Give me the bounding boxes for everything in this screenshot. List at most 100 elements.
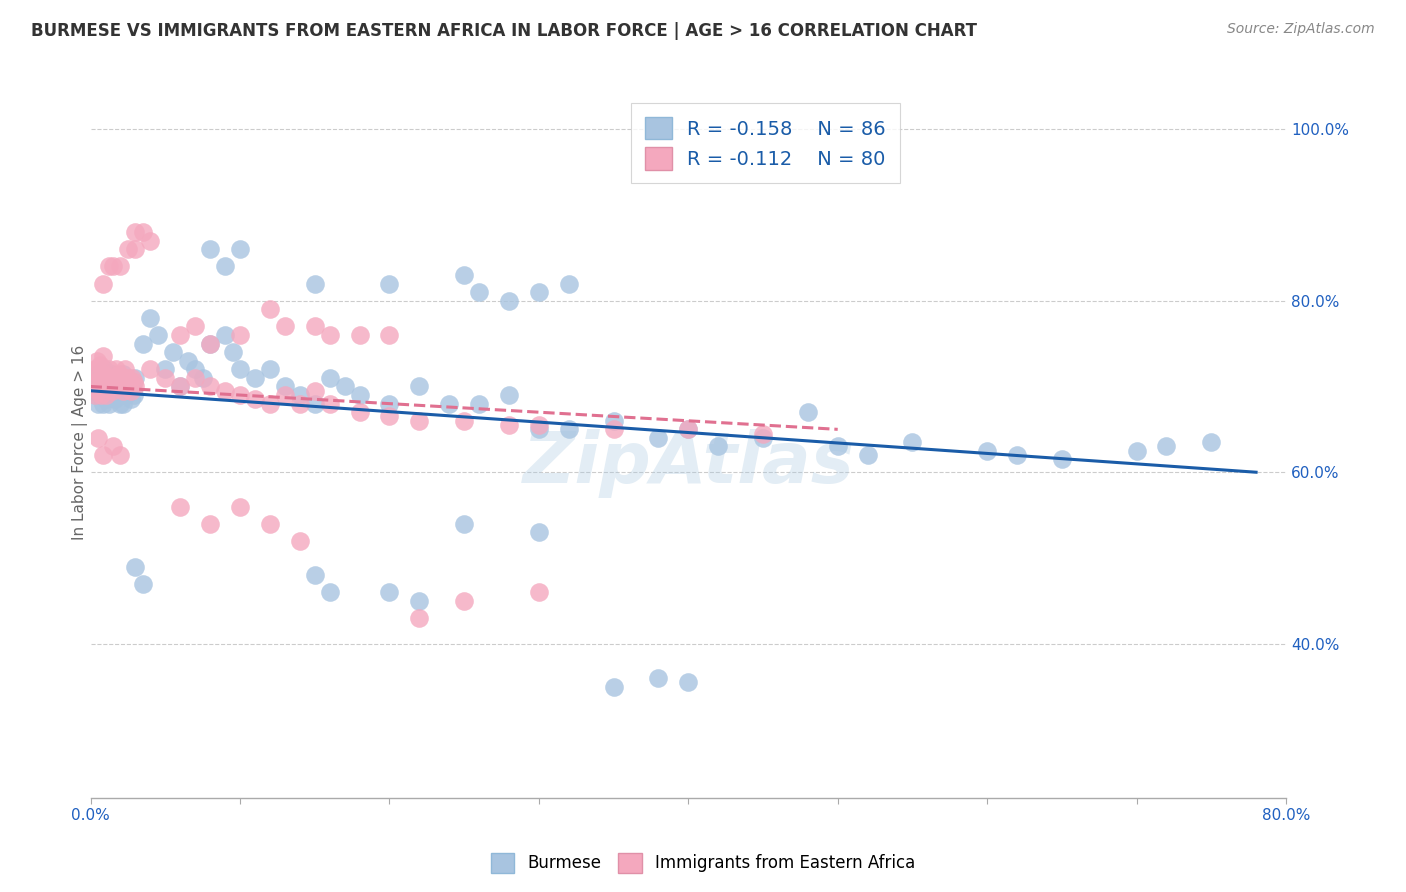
Point — [901, 435, 924, 450]
Point — [527, 525, 550, 540]
Point — [408, 594, 430, 608]
Point — [122, 375, 145, 389]
Point — [91, 367, 114, 381]
Y-axis label: In Labor Force | Age > 16: In Labor Force | Age > 16 — [72, 344, 87, 540]
Point — [91, 277, 114, 291]
Point — [124, 242, 146, 256]
Point — [229, 362, 252, 376]
Point — [98, 375, 121, 389]
Point — [198, 336, 221, 351]
Point — [468, 285, 491, 300]
Point — [89, 379, 111, 393]
Point — [678, 422, 700, 436]
Point — [856, 448, 879, 462]
Point — [94, 388, 117, 402]
Point — [96, 379, 118, 393]
Point — [558, 277, 581, 291]
Point — [84, 388, 107, 402]
Point — [114, 379, 136, 393]
Point — [84, 388, 107, 402]
Point — [91, 379, 114, 393]
Point — [198, 516, 221, 531]
Point — [110, 379, 132, 393]
Point — [93, 362, 115, 376]
Point — [155, 362, 177, 376]
Point — [120, 384, 142, 398]
Point — [184, 362, 207, 376]
Point — [229, 242, 252, 256]
Point — [229, 388, 252, 402]
Point — [112, 396, 135, 410]
Point — [274, 319, 297, 334]
Point — [93, 379, 115, 393]
Point — [453, 516, 475, 531]
Point — [89, 375, 111, 389]
Point — [259, 396, 281, 410]
Point — [87, 431, 110, 445]
Point — [1125, 443, 1147, 458]
Point — [678, 422, 700, 436]
Point — [124, 559, 146, 574]
Point — [90, 388, 112, 402]
Point — [115, 375, 138, 389]
Point — [647, 431, 669, 445]
Point — [304, 396, 326, 410]
Point — [89, 358, 111, 372]
Point — [1005, 448, 1028, 462]
Point — [83, 384, 105, 398]
Point — [243, 392, 266, 407]
Point — [349, 388, 371, 402]
Point — [198, 379, 221, 393]
Point — [100, 375, 122, 389]
Point — [90, 371, 112, 385]
Point — [1050, 452, 1073, 467]
Point — [333, 379, 356, 393]
Point — [83, 379, 105, 393]
Point — [108, 384, 131, 398]
Point — [97, 362, 120, 376]
Point — [101, 371, 124, 385]
Point — [146, 328, 169, 343]
Point — [169, 328, 191, 343]
Point — [107, 375, 129, 389]
Point — [110, 260, 132, 274]
Legend: R = -0.158    N = 86, R = -0.112    N = 80: R = -0.158 N = 86, R = -0.112 N = 80 — [631, 103, 900, 183]
Point — [198, 336, 221, 351]
Point — [110, 375, 132, 389]
Point — [527, 418, 550, 433]
Point — [122, 388, 145, 402]
Point — [304, 568, 326, 582]
Point — [132, 336, 155, 351]
Point — [259, 516, 281, 531]
Point — [797, 405, 820, 419]
Point — [115, 388, 138, 402]
Point — [498, 388, 520, 402]
Point — [105, 362, 128, 376]
Point — [229, 500, 252, 514]
Legend: Burmese, Immigrants from Eastern Africa: Burmese, Immigrants from Eastern Africa — [484, 847, 922, 880]
Point — [97, 396, 120, 410]
Point — [124, 371, 146, 385]
Point — [259, 362, 281, 376]
Point — [87, 396, 110, 410]
Point — [243, 371, 266, 385]
Point — [120, 392, 142, 407]
Point — [108, 367, 131, 381]
Point — [453, 594, 475, 608]
Point — [169, 500, 191, 514]
Point — [91, 350, 114, 364]
Text: Source: ZipAtlas.com: Source: ZipAtlas.com — [1227, 22, 1375, 37]
Point — [349, 405, 371, 419]
Point — [349, 328, 371, 343]
Point — [111, 384, 134, 398]
Point — [124, 225, 146, 239]
Point — [103, 392, 125, 407]
Point — [86, 353, 108, 368]
Point — [304, 277, 326, 291]
Point — [214, 260, 236, 274]
Point — [378, 277, 401, 291]
Point — [558, 422, 581, 436]
Point — [274, 388, 297, 402]
Point — [101, 384, 124, 398]
Point — [221, 345, 243, 359]
